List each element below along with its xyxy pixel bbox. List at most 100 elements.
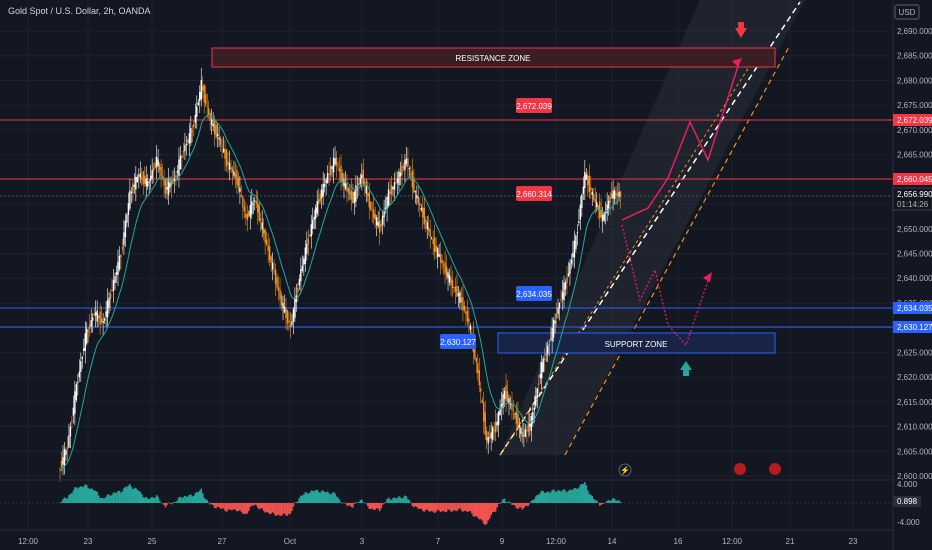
candle-body	[216, 134, 219, 137]
osc-bar	[347, 503, 350, 506]
axis-label-634-box	[893, 302, 932, 314]
osc-bar	[151, 496, 153, 503]
osc-bar	[600, 503, 602, 505]
candle-body	[245, 213, 247, 218]
osc-bar	[210, 503, 213, 505]
osc-bar	[615, 500, 617, 503]
event-icons[interactable]: ⚡	[618, 463, 781, 477]
osc-bar	[124, 486, 127, 503]
candle-body	[334, 158, 336, 165]
candle-body	[442, 264, 445, 266]
candle-body	[396, 178, 399, 183]
osc-bar	[619, 501, 622, 503]
osc-bar	[340, 502, 342, 503]
candle-body	[75, 384, 78, 401]
osc-bar	[80, 486, 82, 503]
time-tick: 23	[84, 537, 93, 546]
osc-bar	[154, 497, 156, 503]
osc-bar	[227, 503, 229, 511]
osc-bar	[264, 503, 266, 513]
osc-bar	[361, 499, 363, 503]
candle-body	[170, 180, 173, 186]
candle-body	[151, 170, 153, 179]
osc-bar	[503, 498, 506, 503]
candle-body	[282, 302, 284, 309]
candle-body	[191, 131, 194, 132]
price-tick: 2,615.000	[897, 398, 932, 407]
osc-bar	[578, 487, 580, 503]
candle-body	[158, 163, 161, 171]
osc-bar	[429, 503, 432, 512]
currency-button[interactable]	[894, 4, 920, 20]
osc-bar	[482, 503, 485, 524]
candle-body	[392, 186, 394, 190]
candle-body	[426, 222, 428, 230]
osc-bar	[346, 503, 348, 506]
osc-bar	[607, 500, 610, 503]
tag-672: 2,672.039	[516, 102, 552, 111]
osc-bar	[508, 501, 510, 503]
osc-bar	[182, 497, 185, 503]
osc-bar	[81, 486, 84, 503]
osc-bar	[338, 499, 341, 503]
candle-body	[454, 286, 457, 292]
osc-bar	[563, 489, 565, 503]
osc-bar	[297, 501, 299, 503]
osc-bar	[253, 503, 256, 505]
osc-bar	[239, 503, 241, 511]
candle-body	[410, 173, 412, 175]
candle-body	[97, 315, 100, 319]
osc-bar	[335, 496, 338, 503]
osc-bar	[121, 491, 124, 503]
candle-body	[541, 362, 543, 379]
osc-bar	[316, 489, 319, 503]
osc-bar	[279, 503, 281, 516]
candle-body	[527, 422, 530, 432]
candle-body	[463, 305, 466, 311]
us-flag-icon	[734, 463, 746, 475]
osc-bar	[176, 500, 179, 503]
candle-body	[86, 328, 88, 344]
candle-body	[280, 294, 283, 305]
channel-lower-line	[564, 44, 791, 456]
candle-body	[408, 168, 411, 170]
candle-body	[508, 398, 510, 404]
osc-bar	[84, 484, 87, 503]
candle-body	[63, 449, 66, 466]
price-tick: 2,665.000	[897, 151, 932, 160]
osc-bar	[115, 492, 118, 503]
candle-body	[478, 370, 480, 386]
candle-body	[80, 361, 82, 372]
osc-bar	[402, 497, 405, 503]
time-tick: 3	[360, 537, 365, 546]
osc-bar	[78, 487, 81, 503]
osc-bar	[231, 503, 234, 511]
candle-body	[240, 195, 243, 197]
osc-bar	[603, 503, 605, 504]
osc-bar	[545, 492, 547, 503]
candle-body	[563, 282, 565, 301]
osc-bar	[304, 492, 307, 503]
osc-bar	[591, 495, 594, 503]
candle-body	[619, 191, 622, 197]
candle-body	[459, 292, 461, 303]
candle-body	[447, 272, 449, 279]
osc-last-box	[893, 496, 921, 507]
candle-body	[538, 383, 540, 385]
candle-body	[480, 388, 482, 392]
bull-projection-path	[621, 59, 741, 221]
candle-body	[307, 238, 309, 245]
osc-bar	[292, 503, 295, 507]
candle-body	[598, 201, 601, 219]
tag-630: 2,630.127	[440, 338, 476, 347]
osc-bar	[566, 492, 568, 503]
axis-label-672-box	[893, 114, 932, 126]
candle-body	[209, 113, 211, 121]
osc-bar	[418, 503, 421, 509]
candle-body	[343, 179, 345, 187]
candle-body	[252, 203, 254, 205]
candle-body	[429, 229, 431, 237]
candle-body	[353, 191, 356, 203]
candle-body	[587, 175, 589, 186]
